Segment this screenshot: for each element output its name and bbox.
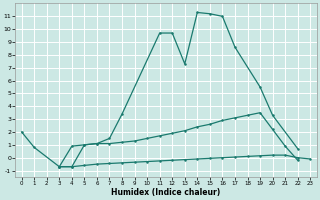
X-axis label: Humidex (Indice chaleur): Humidex (Indice chaleur) — [111, 188, 220, 197]
